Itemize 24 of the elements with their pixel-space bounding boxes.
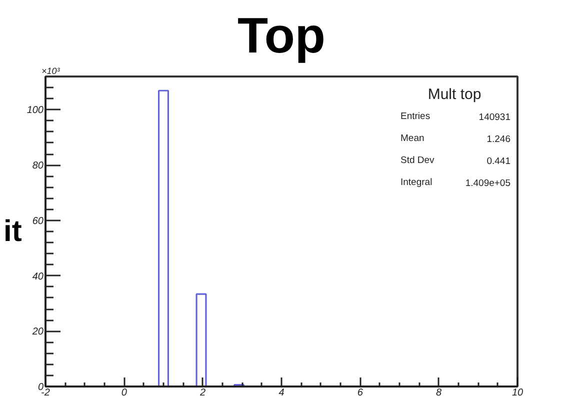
annotation: 0.441 — [486, 156, 511, 167]
annotation: Std Dev — [400, 155, 435, 166]
x-tick-label: 4 — [278, 388, 285, 398]
y-tick-label: 80 — [32, 160, 44, 172]
x-tick-label: 10 — [512, 388, 524, 398]
annotation: Entries — [400, 111, 430, 122]
annotation: 140931 — [478, 112, 510, 123]
y-tick-label: 60 — [32, 216, 44, 227]
x-tick-label: 6 — [357, 388, 364, 398]
y-tick-label: 40 — [32, 271, 44, 282]
y-tick-label: 20 — [31, 326, 44, 338]
chart-title: Top — [238, 8, 326, 64]
y-tick-label: 100 — [26, 105, 44, 116]
y-axis-title: it — [3, 215, 22, 248]
x-tick-label: 0 — [121, 388, 128, 398]
x-tick-label: -2 — [41, 388, 50, 398]
x-tick-label: 8 — [436, 388, 442, 398]
annotation: Mult top — [428, 86, 482, 103]
annotation: Mean — [400, 133, 424, 144]
annotation: Integral — [400, 177, 432, 188]
annotation: 1.409e+05 — [465, 178, 510, 189]
annotation: 1.246 — [486, 134, 511, 145]
x-tick-label: 2 — [199, 388, 206, 398]
text: ×10³ — [42, 66, 61, 76]
